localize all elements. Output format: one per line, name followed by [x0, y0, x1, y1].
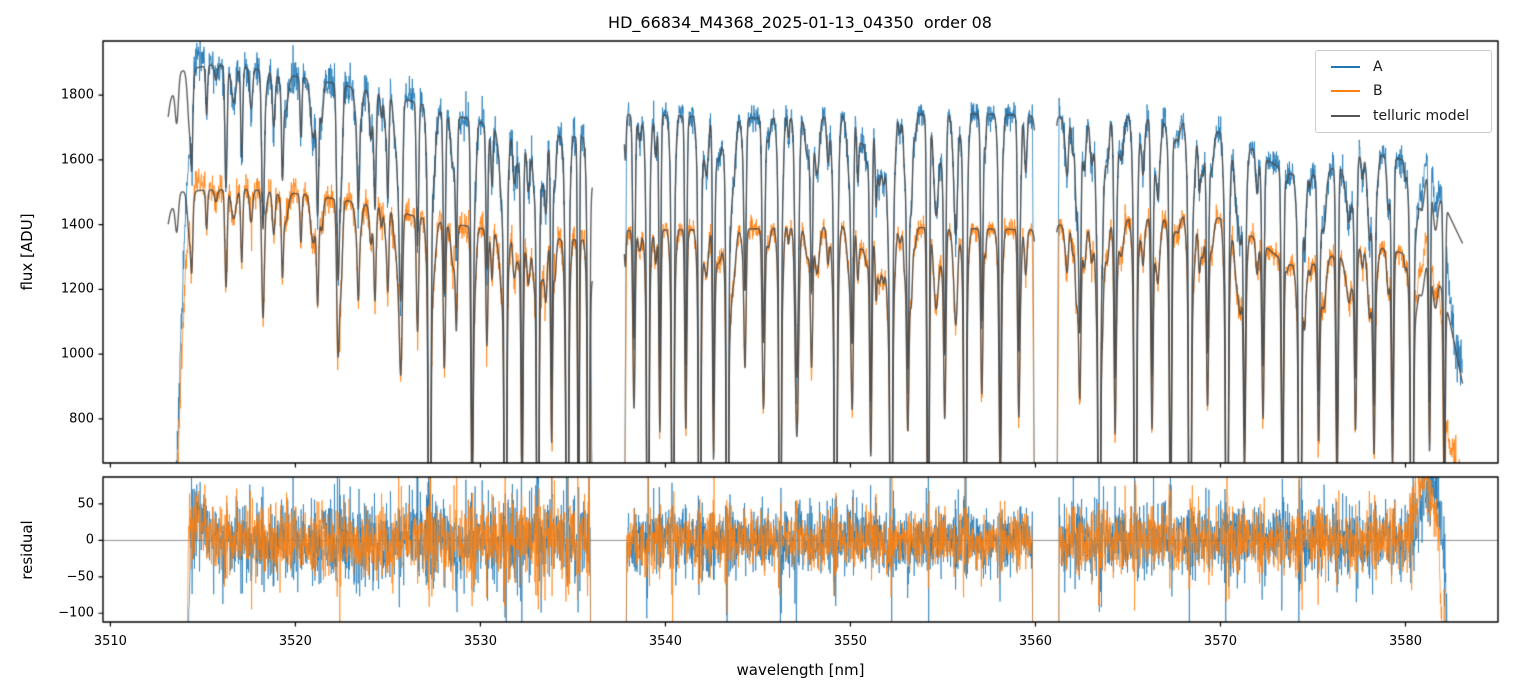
- legend-entry: telluric model: [1316, 104, 1491, 128]
- flux-ytick-label: 1000: [60, 346, 94, 362]
- flux-ytick-label: 1400: [60, 217, 94, 233]
- residual-ytick-label: 50: [77, 496, 94, 512]
- flux-ytick-label: 1600: [60, 152, 94, 168]
- residual-axis-label: residual: [18, 519, 36, 580]
- residual-ytick-label: 0: [85, 532, 94, 548]
- legend-line-swatch: [1331, 90, 1360, 93]
- x-tick-label: 3510: [93, 634, 127, 649]
- legend-entry: B: [1316, 79, 1491, 103]
- legend-line-swatch: [1331, 114, 1360, 117]
- x-tick-label: 3570: [1203, 634, 1238, 649]
- legend-label: B: [1373, 83, 1383, 100]
- x-tick-label: 3560: [1018, 634, 1052, 649]
- x-tick-label: 3550: [833, 634, 867, 649]
- legend-label: A: [1373, 59, 1383, 76]
- flux-axis-label: flux [ADU]: [18, 213, 36, 291]
- x-tick-label: 3520: [278, 634, 312, 649]
- residual-ytick-label: −100: [58, 605, 94, 621]
- legend-entry: A: [1316, 55, 1491, 79]
- legend-line-swatch: [1331, 66, 1360, 69]
- flux-ytick-label: 1200: [60, 281, 94, 297]
- flux-ytick-label: 1800: [60, 87, 94, 103]
- legend-label: telluric model: [1373, 107, 1470, 124]
- x-tick-label: 3530: [463, 634, 497, 649]
- x-tick-label: 3540: [648, 634, 682, 649]
- residual-ytick-label: −50: [66, 569, 94, 585]
- x-tick-label: 3580: [1388, 634, 1423, 649]
- flux-ytick-label: 800: [69, 411, 94, 427]
- wavelength-axis-label: wavelength [nm]: [736, 661, 865, 679]
- plot-title: HD_66834_M4368_2025-01-13_04350 order 08: [608, 13, 992, 32]
